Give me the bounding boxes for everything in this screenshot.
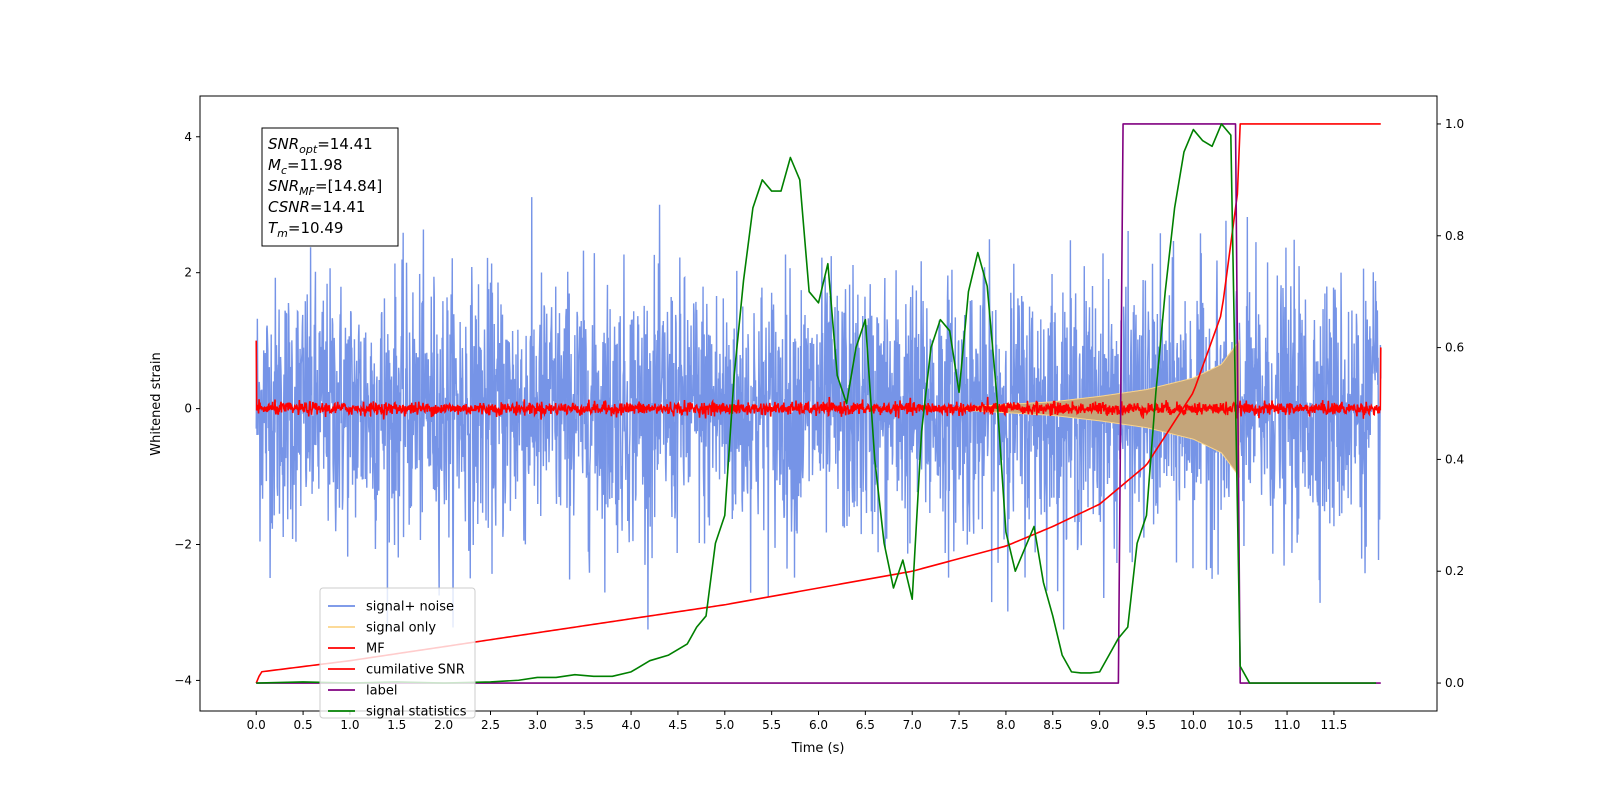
y-tick-label-left: 4	[184, 130, 192, 144]
x-tick-label: 4.5	[668, 718, 687, 732]
x-tick-label: 3.5	[575, 718, 594, 732]
legend-label: signal statistics	[366, 705, 467, 720]
x-tick-label: 2.0	[434, 718, 453, 732]
annotation-line: Tm=10.49	[268, 219, 343, 240]
x-tick-label: 1.5	[387, 718, 406, 732]
legend-label: cumilative SNR	[366, 663, 465, 678]
x-tick-label: 6.0	[809, 718, 828, 732]
y-tick-label-right: 0.6	[1445, 341, 1464, 355]
annotation-line: Mc=11.98	[268, 156, 343, 177]
x-tick-label: 7.5	[950, 718, 969, 732]
x-tick-label: 5.0	[715, 718, 734, 732]
y-tick-label-right: 0.0	[1445, 676, 1464, 690]
x-tick-label: 0.0	[247, 718, 266, 732]
y-tick-label-left: −2	[174, 538, 192, 552]
x-axis-label: Time (s)	[791, 741, 845, 756]
y-tick-label-right: 0.8	[1445, 229, 1464, 243]
x-tick-label: 4.0	[622, 718, 641, 732]
x-tick-label: 9.0	[1090, 718, 1109, 732]
x-tick-label: 10.0	[1180, 718, 1207, 732]
x-tick-label: 5.5	[762, 718, 781, 732]
x-tick-label: 2.5	[481, 718, 500, 732]
legend-label: signal only	[366, 621, 436, 636]
y-tick-label-right: 0.4	[1445, 452, 1464, 466]
annotation-box: SNRopt=14.41Mc=11.98SNRMF=[14.84]CSNR=14…	[261, 127, 399, 247]
y-tick-label-left: 0	[184, 402, 192, 416]
x-tick-label: 1.0	[340, 718, 359, 732]
series-mf	[255, 340, 1382, 420]
y-tick-label-left: 2	[184, 266, 192, 280]
series-signal-statistics	[256, 123, 1377, 684]
legend-label: label	[366, 684, 397, 699]
y-tick-label-right: 0.2	[1445, 564, 1464, 578]
x-tick-label: 0.5	[294, 718, 313, 732]
x-tick-label: 11.5	[1321, 718, 1348, 732]
legend-label: MF	[366, 642, 385, 657]
annotation-line: SNRMF=[14.84]	[268, 177, 382, 198]
x-tick-label: 8.0	[996, 718, 1015, 732]
x-tick-label: 8.5	[1043, 718, 1062, 732]
x-tick-label: 3.0	[528, 718, 547, 732]
x-tick-label: 11.0	[1274, 718, 1301, 732]
annotation-line: SNRopt=14.41	[268, 135, 373, 156]
x-tick-label: 7.0	[903, 718, 922, 732]
y-tick-label-left: −4	[174, 673, 192, 687]
x-tick-label: 6.5	[856, 718, 875, 732]
y-axis-label: Whitened strain	[149, 352, 164, 455]
legend-label: signal+ noise	[366, 600, 454, 615]
x-tick-label: 10.5	[1227, 718, 1254, 732]
x-tick-label: 9.5	[1137, 718, 1156, 732]
legend: signal+ noise signal only MF cumilative SNR…	[319, 587, 476, 720]
y-tick-label-right: 1.0	[1445, 117, 1464, 131]
annotation-line: CSNR=14.41	[268, 198, 365, 216]
